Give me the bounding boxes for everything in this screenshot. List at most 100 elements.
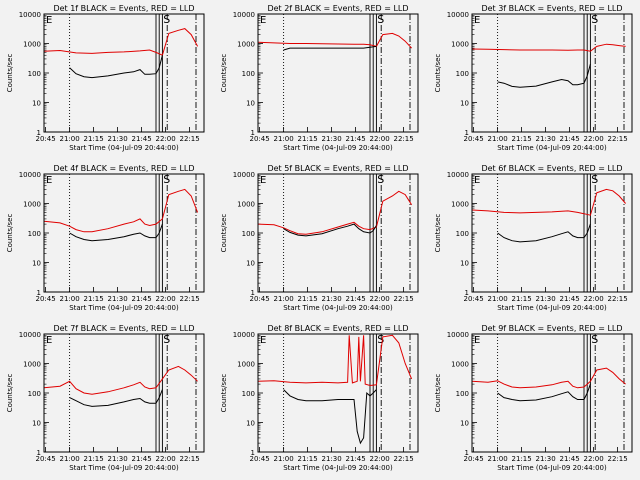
panel-1-marker-label-s: S	[163, 13, 170, 26]
panel-1-ylabel: Counts/sec	[6, 54, 14, 93]
panel-4-ytick-label: 100	[28, 230, 41, 238]
panel-3-xtick-label: 21:15	[512, 135, 532, 143]
panel-1-xtick-label: 21:00	[60, 135, 80, 143]
panel-3-ytick-label: 100	[456, 70, 469, 78]
panel-9-ytick-label: 1	[465, 449, 469, 457]
panel-1-xtick-label: 21:30	[108, 135, 128, 143]
panel-1-ytick-label: 100	[28, 70, 41, 78]
panel-4-xtick-label: 22:15	[180, 295, 200, 303]
panel-2-ytick-label: 100	[242, 70, 255, 78]
panel-6-ytick-label: 100	[456, 230, 469, 238]
panel-4-ytick-label: 1	[37, 289, 41, 297]
panel-2-xtick-label: 21:45	[346, 135, 366, 143]
panel-5-ytick-label: 1	[251, 289, 255, 297]
panel-2-series-red-lld	[257, 32, 412, 49]
panel-4-ytick-label: 10000	[19, 171, 41, 179]
panel-9-marker-label-e: E	[474, 335, 480, 346]
panel-8-xtick-label: 22:00	[370, 455, 390, 463]
panel-4-xtick-label: 22:00	[156, 295, 176, 303]
panel-4-xtick-label: 21:15	[84, 295, 104, 303]
panel-2-xtick-label: 22:15	[394, 135, 414, 143]
panel-2-xtick-label: 21:15	[298, 135, 318, 143]
panel-1-xtick-label: 21:45	[132, 135, 152, 143]
panel-5-ytick-label: 100	[242, 230, 255, 238]
panel-7-ylabel: Counts/sec	[6, 374, 14, 413]
panel-3-xtick-label: 22:15	[608, 135, 628, 143]
panel-7-xtick-label: 21:30	[108, 455, 128, 463]
panel-8-ylabel: Counts/sec	[220, 374, 228, 413]
panel-9-ytick-label: 100	[456, 390, 469, 398]
panel-5-plot-frame	[257, 173, 419, 293]
panel-6-title: Det 6f BLACK = Events, RED = LLD	[481, 164, 622, 173]
panel-2-plot-frame	[257, 13, 419, 133]
panel-8-series-red-lld	[257, 334, 413, 387]
panel-7-plot-frame	[43, 333, 205, 453]
panel-2-marker-label-s: S	[377, 13, 384, 26]
panel-1-plot-frame	[43, 13, 205, 133]
panel-6-xtick-label: 21:30	[536, 295, 556, 303]
panel-3-title: Det 3f BLACK = Events, RED = LLD	[481, 4, 622, 13]
panel-8-ytick-label: 1	[251, 449, 255, 457]
panel-8-xtick-label: 22:15	[394, 455, 414, 463]
panel-5-ytick-label: 1000	[237, 201, 255, 209]
panel-2-xtick-label: 21:30	[322, 135, 342, 143]
panel-4-xtick-label: 20:45	[36, 295, 56, 303]
panel-8-xtick-label: 21:15	[298, 455, 318, 463]
panel-4-marker-label-s: S	[163, 173, 170, 186]
panel-3-xtick-label: 21:00	[488, 135, 508, 143]
panel-7-ytick-label: 1000	[23, 361, 41, 369]
panel-5-xtick-label: 21:00	[274, 295, 294, 303]
panel-1-xtick-label: 21:15	[84, 135, 104, 143]
panel-4-xtick-label: 21:30	[108, 295, 128, 303]
panel-8-xtick-label: 20:45	[250, 455, 270, 463]
panel-9-xtick-label: 20:45	[464, 455, 484, 463]
panel-1-marker-label-e: E	[46, 15, 52, 26]
panel-8-title: Det 8f BLACK = Events, RED = LLD	[267, 324, 408, 333]
panel-3-plot-frame	[471, 13, 633, 133]
panel-2-xtick-label: 20:45	[250, 135, 270, 143]
panel-3-xtick-label: 22:00	[584, 135, 604, 143]
panel-9-ytick-label: 10000	[447, 331, 469, 339]
panel-3-marker-label-e: E	[474, 15, 480, 26]
panel-5-ytick-label: 10000	[233, 171, 255, 179]
panel-4-ytick-label: 10	[32, 260, 41, 268]
panel-6-xtick-label: 21:15	[512, 295, 532, 303]
panel-6-marker-label-e: E	[474, 175, 480, 186]
panel-3-xtick-label: 21:30	[536, 135, 556, 143]
panel-1-xtick-label: 22:15	[180, 135, 200, 143]
panel-1-series-black-events	[69, 55, 163, 79]
panel-4-ytick-label: 1000	[23, 201, 41, 209]
panel-8-marker-label-s: S	[377, 333, 384, 346]
panel-3-ytick-label: 1000	[451, 41, 469, 49]
panel-9-xlabel: Start Time (04-Jul-09 20:44:00)	[497, 464, 607, 472]
panel-1-ytick-label: 10000	[19, 11, 41, 19]
panel-7-xtick-label: 20:45	[36, 455, 56, 463]
panel-2-ytick-label: 10	[246, 100, 255, 108]
panel-7-xtick-label: 22:00	[156, 455, 176, 463]
panel-6-series-red-lld	[471, 188, 626, 216]
panel-5-series-red-lld	[257, 190, 413, 235]
panel-5-xtick-label: 20:45	[250, 295, 270, 303]
panel-1-xtick-label: 20:45	[36, 135, 56, 143]
panel-5-xtick-label: 21:15	[298, 295, 318, 303]
panel-5-xlabel: Start Time (04-Jul-09 20:44:00)	[283, 304, 393, 312]
panel-7-xtick-label: 21:00	[60, 455, 80, 463]
panel-7-xlabel: Start Time (04-Jul-09 20:44:00)	[69, 464, 179, 472]
panel-5-ytick-label: 10	[246, 260, 255, 268]
panel-6-plot-frame	[471, 173, 633, 293]
panel-7-ytick-label: 10	[32, 420, 41, 428]
panel-1-xlabel: Start Time (04-Jul-09 20:44:00)	[69, 144, 179, 152]
panel-6-ytick-label: 10000	[447, 171, 469, 179]
panel-6-marker-label-s: S	[591, 173, 598, 186]
panel-3-ylabel: Counts/sec	[434, 54, 442, 93]
panel-9-title: Det 9f BLACK = Events, RED = LLD	[481, 324, 622, 333]
panel-8-xtick-label: 21:30	[322, 455, 342, 463]
panel-7-xtick-label: 21:45	[132, 455, 152, 463]
panel-9-ytick-label: 10	[460, 420, 469, 428]
panel-6-ylabel: Counts/sec	[434, 214, 442, 253]
panel-5-marker-label-e: E	[260, 175, 266, 186]
panel-6-series-black-events	[497, 223, 591, 243]
panel-8-xtick-label: 21:00	[274, 455, 294, 463]
panel-9-ylabel: Counts/sec	[434, 374, 442, 413]
panel-2-xtick-label: 21:00	[274, 135, 294, 143]
